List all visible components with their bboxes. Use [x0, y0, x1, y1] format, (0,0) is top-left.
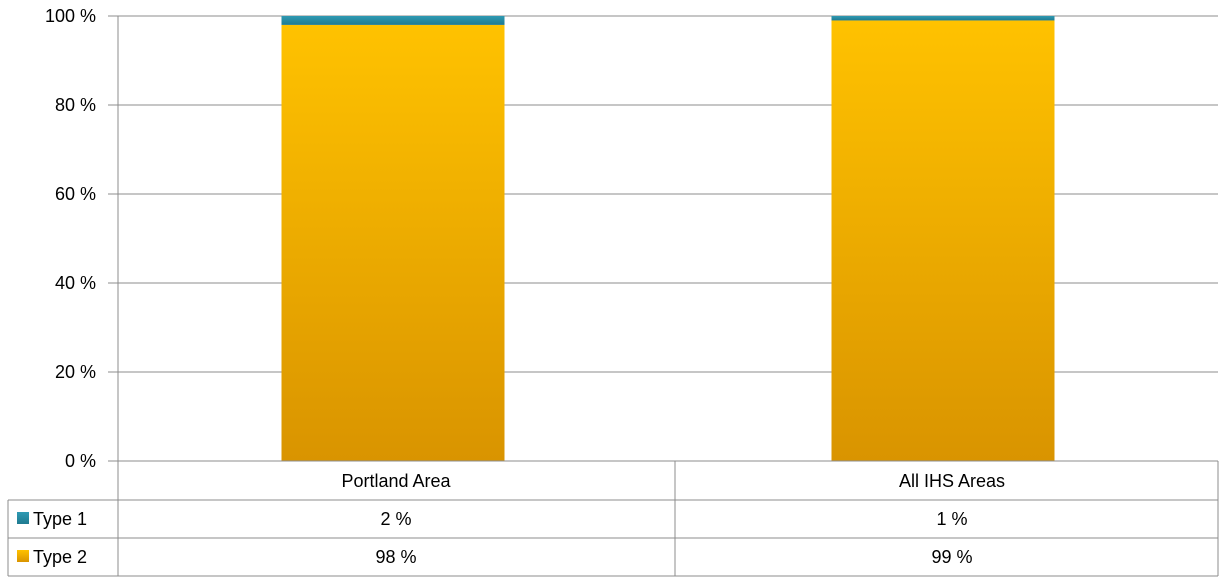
bar-type-2-portland-area — [281, 24, 505, 462]
y-tick-label-0: 0 % — [65, 451, 96, 471]
category-label-portland-area: Portland Area — [341, 471, 451, 491]
legend-swatch-type-2 — [17, 550, 29, 562]
category-label-all-ihs-areas: All IHS Areas — [899, 471, 1005, 491]
legend-label-type-2: Type 2 — [33, 547, 87, 567]
legend-swatch-type-1 — [17, 512, 29, 524]
legend-label-type-1: Type 1 — [33, 509, 87, 529]
cell-type-2-all-ihs-areas: 99 % — [931, 547, 972, 567]
cell-type-1-portland-area: 2 % — [380, 509, 411, 529]
y-tick-label-3: 60 % — [55, 184, 96, 204]
bar-type-2-all-ihs-areas — [831, 20, 1055, 461]
bar-type-1-all-ihs-areas — [831, 16, 1055, 21]
y-axis-ticks: 0 % 20 % 40 % 60 % 80 % 100 % — [45, 6, 96, 471]
cell-type-2-portland-area: 98 % — [375, 547, 416, 567]
cell-type-1-all-ihs-areas: 1 % — [936, 509, 967, 529]
bar-type-1-portland-area — [281, 16, 505, 25]
y-tick-label-4: 80 % — [55, 95, 96, 115]
bars — [281, 16, 1055, 462]
data-table: Portland Area All IHS Areas Type 1 2 % 1… — [7, 461, 1219, 577]
y-tick-label-1: 20 % — [55, 362, 96, 382]
y-tick-label-2: 40 % — [55, 273, 96, 293]
y-tick-label-5: 100 % — [45, 6, 96, 26]
